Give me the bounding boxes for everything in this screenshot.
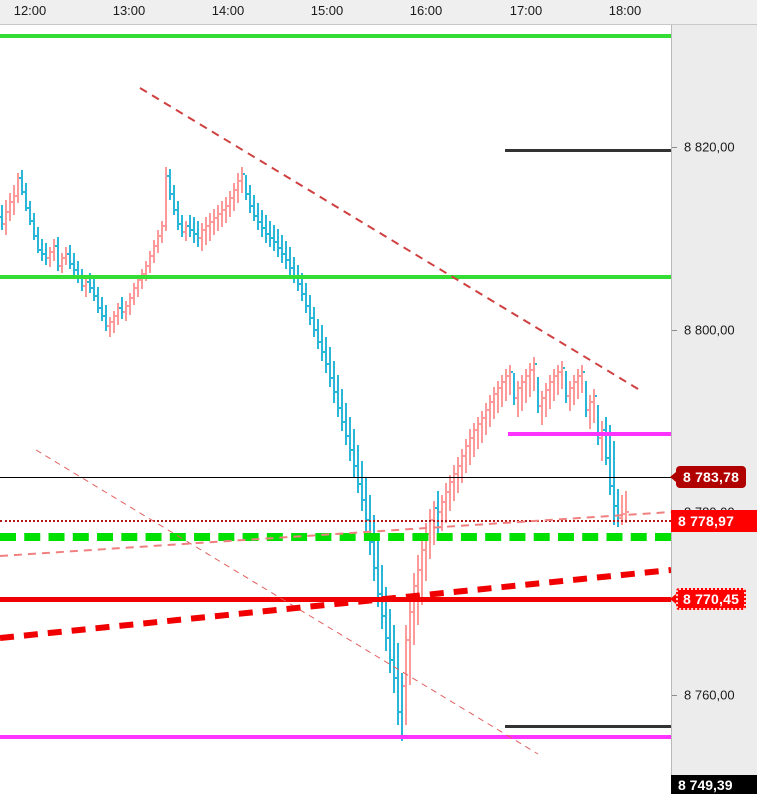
ascending-thin xyxy=(0,511,671,557)
magenta-support[interactable] xyxy=(0,735,671,739)
magenta-resistance[interactable] xyxy=(508,432,671,436)
red-solid-support[interactable] xyxy=(0,596,671,602)
last-price-badge-pointer xyxy=(670,472,676,482)
price-bars-layer xyxy=(0,167,629,741)
price-tick-label: 8 800,00 xyxy=(684,322,735,338)
time-tick-label: 12:00 xyxy=(13,3,47,18)
price-tick-mark xyxy=(672,330,677,331)
darkred-dotted-level[interactable] xyxy=(0,520,671,522)
price-tick-mark xyxy=(672,147,677,148)
last-price-badge[interactable]: 8 783,78 xyxy=(676,466,747,488)
alert-price-badge-pointer xyxy=(670,594,676,604)
ascending-thick-support xyxy=(0,567,671,641)
bottom-value-bar: 8 749,39 xyxy=(671,775,757,794)
time-axis[interactable]: 12:00 13:00 14:00 15:00 16:00 17:00 18:00 xyxy=(0,0,757,25)
chart-plot-area[interactable] xyxy=(0,25,671,794)
black-segment-upper[interactable] xyxy=(505,148,671,152)
time-tick-label: 15:00 xyxy=(310,3,344,18)
descending-secondary xyxy=(35,449,539,755)
black-price-line[interactable] xyxy=(0,476,671,478)
green-dashed-support[interactable] xyxy=(0,533,671,541)
bid-price-badge[interactable]: 8 778,97 xyxy=(671,510,757,532)
price-axis[interactable]: 8 820,008 800,008 780,008 760,00 xyxy=(671,25,757,794)
green-resistance-lower[interactable] xyxy=(0,275,671,279)
bottom-value-label: 8 749,39 xyxy=(678,777,733,793)
price-tick-mark xyxy=(672,695,677,696)
price-tick-label: 8 760,00 xyxy=(684,687,735,703)
green-resistance-upper[interactable] xyxy=(0,34,671,38)
alert-price-badge[interactable]: 8 770,45 xyxy=(676,588,747,610)
descending-main xyxy=(139,87,644,393)
trendlines-layer xyxy=(0,87,671,755)
time-tick-label: 14:00 xyxy=(211,3,245,18)
price-tick-label: 8 820,00 xyxy=(684,139,735,155)
time-tick-label: 16:00 xyxy=(409,3,443,18)
time-tick-label: 17:00 xyxy=(509,3,543,18)
time-tick-label: 18:00 xyxy=(608,3,642,18)
time-tick-label: 13:00 xyxy=(112,3,146,18)
black-segment-lower[interactable] xyxy=(505,724,671,728)
